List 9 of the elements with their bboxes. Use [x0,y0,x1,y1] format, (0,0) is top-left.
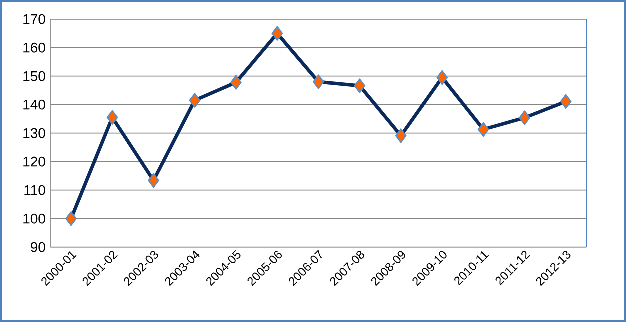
y-tick-label: 150 [24,71,46,82]
y-tick-label: 160 [24,42,46,53]
y-tick-label: 120 [24,156,46,167]
y-tick-label: 140 [24,100,46,110]
y-tick-label: 130 [24,128,46,138]
y-tick-label: 100 [24,214,46,224]
y-tick-label: 110 [24,185,46,196]
y-tick-label: 170 [24,14,46,24]
y-tick-label: 90 [31,242,46,252]
